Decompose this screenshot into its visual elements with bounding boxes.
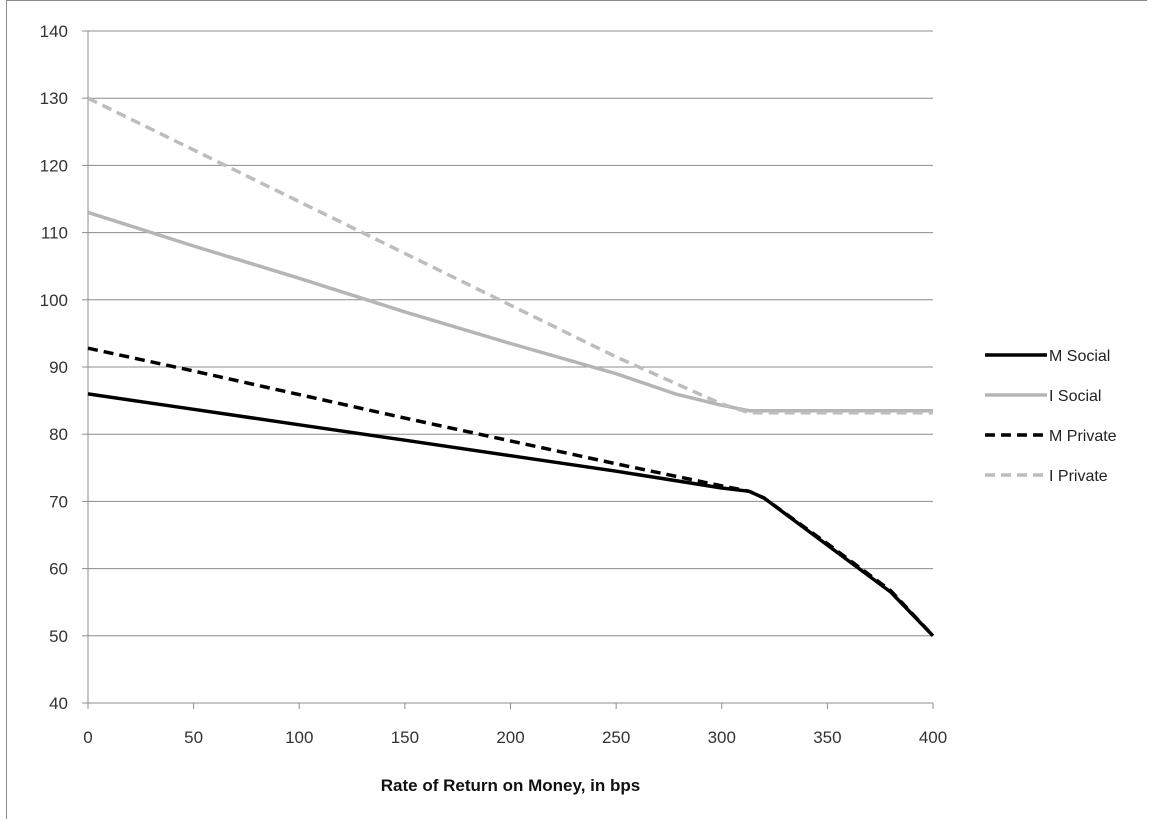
legend-label: I Private [1049, 468, 1108, 485]
y-tick-label: 140 [40, 22, 68, 41]
x-axis-tick-labels: 0 50 100 150 200 250 300 350 400 [83, 703, 947, 747]
series-line-m-private [87, 346, 935, 637]
x-tick-label: 400 [919, 728, 947, 747]
y-tick-label: 70 [49, 492, 68, 511]
x-tick-label: 250 [602, 728, 630, 747]
series-line-i-private [87, 96, 933, 415]
x-tick-label: 350 [813, 728, 841, 747]
y-tick-label: 120 [40, 156, 68, 175]
legend: M Social I Social M Private I Private [985, 348, 1117, 485]
y-tick-label: 90 [49, 358, 68, 377]
gridlines [88, 30, 933, 637]
x-tick-label: 300 [708, 728, 736, 747]
y-tick-label: 40 [49, 694, 68, 713]
y-tick-label: 100 [40, 291, 68, 310]
y-tick-label: 130 [40, 89, 68, 108]
x-tick-label: 100 [285, 728, 313, 747]
legend-label: I Social [1049, 388, 1101, 405]
y-tick-label: 60 [49, 560, 68, 579]
legend-label: M Private [1049, 428, 1117, 445]
series-line-i-social [87, 210, 933, 413]
x-tick-label: 150 [391, 728, 419, 747]
x-tick-label: 0 [83, 728, 92, 747]
legend-label: M Social [1049, 348, 1110, 365]
x-tick-label: 50 [184, 728, 203, 747]
y-axis-tick-labels: 40 50 60 70 80 90 100 110 120 130 140 [40, 22, 88, 713]
axes [87, 31, 933, 704]
series-lines [87, 96, 935, 638]
y-tick-label: 110 [41, 224, 68, 243]
x-tick-label: 200 [496, 728, 524, 747]
y-tick-label: 80 [49, 425, 68, 444]
chart-frame [6, 0, 1147, 819]
y-tick-label: 50 [49, 627, 68, 646]
x-axis-title: Rate of Return on Money, in bps [381, 776, 640, 795]
series-line-m-social [87, 392, 935, 638]
